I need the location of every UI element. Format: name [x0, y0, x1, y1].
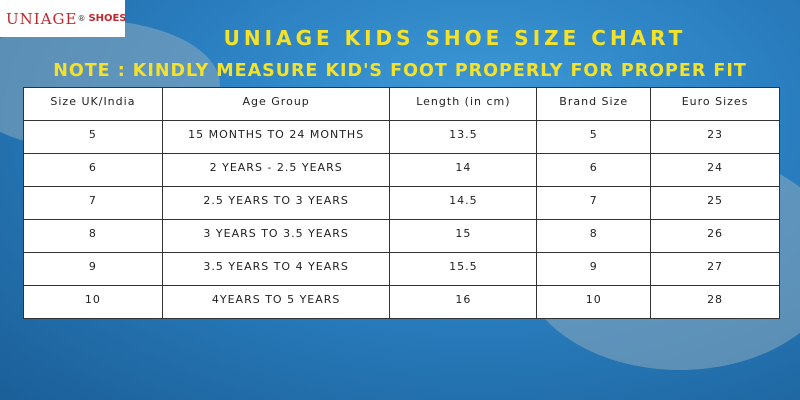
table-cell: 15.5 — [389, 252, 538, 286]
table-cell: 14.5 — [389, 186, 538, 220]
table-cell: 16 — [389, 285, 538, 319]
logo-mark: ® — [77, 14, 86, 23]
table-cell: 9 — [536, 252, 652, 286]
table-cell: 10 — [23, 285, 163, 319]
table-cell: 5 — [536, 120, 652, 154]
table-cell: 7 — [23, 186, 163, 220]
table-cell: 25 — [650, 186, 780, 220]
table-cell: 15 MONTHS TO 24 MONTHS — [161, 120, 391, 154]
table-cell: 3.5 YEARS TO 4 YEARS — [161, 252, 391, 286]
table-cell: 5 — [23, 120, 163, 154]
table-cell: 28 — [650, 285, 780, 319]
table-cell: 9 — [23, 252, 163, 286]
logo-suffix: SHOES — [88, 13, 127, 24]
column-header: Age Group — [161, 87, 391, 121]
table-cell: 6 — [536, 153, 652, 187]
table-cell: 7 — [536, 186, 652, 220]
table-row: 7 2.5 YEARS TO 3 YEARS 14.5 7 25 — [23, 186, 780, 220]
size-table: Size UK/India Age Group Length (in cm) Bran… — [23, 87, 780, 319]
table-cell: 26 — [650, 219, 780, 253]
table-row: 10 4YEARS TO 5 YEARS 16 10 28 — [23, 285, 780, 319]
table-cell: 8 — [23, 219, 163, 253]
table-cell: 6 — [23, 153, 163, 187]
title: UNIAGE KIDS SHOE SIZE CHART — [223, 26, 687, 50]
table-row: 9 3.5 YEARS TO 4 YEARS 15.5 9 27 — [23, 252, 780, 286]
column-header: Euro Sizes — [650, 87, 780, 121]
logo-brand: UNIAGE — [6, 9, 78, 28]
table-cell: 8 — [536, 219, 652, 253]
logo: UNIAGE ® SHOES — [0, 0, 127, 37]
table-cell: 3 YEARS TO 3.5 YEARS — [161, 219, 391, 253]
table-cell: 24 — [650, 153, 780, 187]
table-cell: 2.5 YEARS TO 3 YEARS — [161, 186, 391, 220]
table-cell: 14 — [389, 153, 538, 187]
column-header: Brand Size — [536, 87, 652, 121]
table-cell: 4YEARS TO 5 YEARS — [161, 285, 391, 319]
column-header: Size UK/India — [23, 87, 163, 121]
table-cell: 23 — [650, 120, 780, 154]
header-row: Size UK/India Age Group Length (in cm) Bran… — [23, 87, 780, 121]
table-row: 5 15 MONTHS TO 24 MONTHS 13.5 5 23 — [23, 120, 780, 154]
column-header: Length (in cm) — [389, 87, 538, 121]
table-cell: 15 — [389, 219, 538, 253]
table-cell: 10 — [536, 285, 652, 319]
note: NOTE : KINDLY MEASURE KID'S FOOT PROPERL… — [53, 61, 747, 81]
table-cell: 2 YEARS - 2.5 YEARS — [161, 153, 391, 187]
table-cell: 27 — [650, 252, 780, 286]
table-cell: 13.5 — [389, 120, 538, 154]
